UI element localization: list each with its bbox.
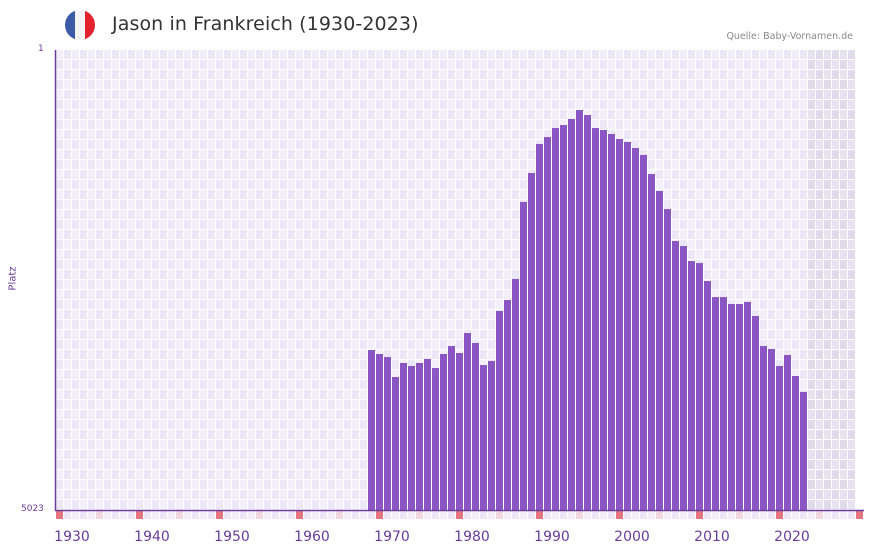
bar-2011 (720, 297, 727, 510)
bar-2009 (704, 281, 711, 510)
bar-1976 (440, 354, 447, 510)
bar-1997 (608, 133, 615, 510)
bar-1993 (576, 109, 583, 510)
chart-bars (368, 109, 807, 511)
bar-1978 (456, 353, 463, 510)
x-tick-2010: 2010 (694, 529, 730, 545)
bar-1996 (600, 129, 607, 510)
bar-2004 (664, 209, 671, 511)
bar-1983 (496, 310, 503, 510)
bar-1977 (448, 346, 455, 510)
x-tick-2020: 2020 (774, 529, 810, 545)
bar-2013 (736, 303, 743, 510)
bar-2002 (648, 174, 655, 510)
bar-1971 (400, 362, 407, 510)
bar-1994 (584, 115, 591, 511)
x-tick-1930: 1930 (54, 529, 90, 545)
bar-1982 (488, 360, 495, 510)
y-axis-top-label: 1 (38, 44, 44, 54)
bar-1987 (528, 173, 535, 510)
bar-1969 (384, 357, 391, 510)
bar-2017 (768, 348, 775, 510)
bar-2000 (632, 148, 639, 510)
bar-1989 (544, 137, 551, 510)
x-tick-1990: 1990 (534, 529, 570, 545)
x-axis-ticks: 1930 1940 1950 1960 1970 1980 1990 2000 2010 2020 (54, 529, 810, 545)
bar-2018 (776, 366, 783, 510)
x-tick-1960: 1960 (294, 529, 330, 545)
flag-red-stripe (85, 10, 95, 40)
x-tick-1940: 1940 (134, 529, 170, 545)
bar-2016 (760, 346, 767, 510)
bar-1992 (568, 118, 575, 510)
bar-2020 (792, 375, 799, 510)
flag-white-stripe (75, 10, 85, 40)
x-tick-1970: 1970 (374, 529, 410, 545)
bar-2008 (696, 263, 703, 510)
source-credit: Quelle: Baby-Vornamen.de (726, 31, 853, 42)
bar-1970 (392, 377, 399, 510)
bar-1974 (424, 358, 431, 510)
y-axis-bottom-label: 5023 (21, 504, 44, 514)
y-axis-title: Platz (7, 266, 19, 291)
x-tick-1950: 1950 (214, 529, 250, 545)
bar-2015 (752, 315, 759, 510)
bar-2005 (672, 240, 679, 511)
bar-2006 (680, 246, 687, 510)
chart-grid (56, 50, 856, 510)
flag-blue-stripe (65, 10, 75, 40)
bar-2007 (688, 261, 695, 510)
bar-1973 (416, 362, 423, 510)
bar-1968 (376, 354, 383, 510)
bar-2010 (712, 297, 719, 510)
bar-1984 (504, 299, 511, 510)
bar-2014 (744, 301, 751, 510)
year-marker-strip (56, 511, 863, 519)
bar-2003 (656, 190, 663, 510)
bar-1990 (552, 128, 559, 510)
bar-1967 (368, 349, 375, 510)
france-flag-icon (65, 10, 95, 40)
chart-title: Jason in Frankreich (1930-2023) (112, 13, 419, 35)
x-tick-2000: 2000 (614, 529, 650, 545)
bar-1991 (560, 125, 567, 511)
bar-2012 (728, 303, 735, 510)
bar-1980 (472, 343, 479, 510)
bar-1981 (480, 365, 487, 510)
bar-1988 (536, 143, 543, 510)
bar-2019 (784, 355, 791, 510)
bar-1975 (432, 368, 439, 510)
bar-1986 (520, 201, 527, 510)
bar-2021 (800, 392, 807, 510)
bar-1985 (512, 278, 519, 510)
x-tick-1980: 1980 (454, 529, 490, 545)
bar-2001 (640, 154, 647, 510)
bar-1998 (616, 139, 623, 510)
bar-1999 (624, 141, 631, 510)
bar-1995 (592, 128, 599, 510)
bar-1979 (464, 333, 471, 510)
bar-1972 (408, 366, 415, 510)
